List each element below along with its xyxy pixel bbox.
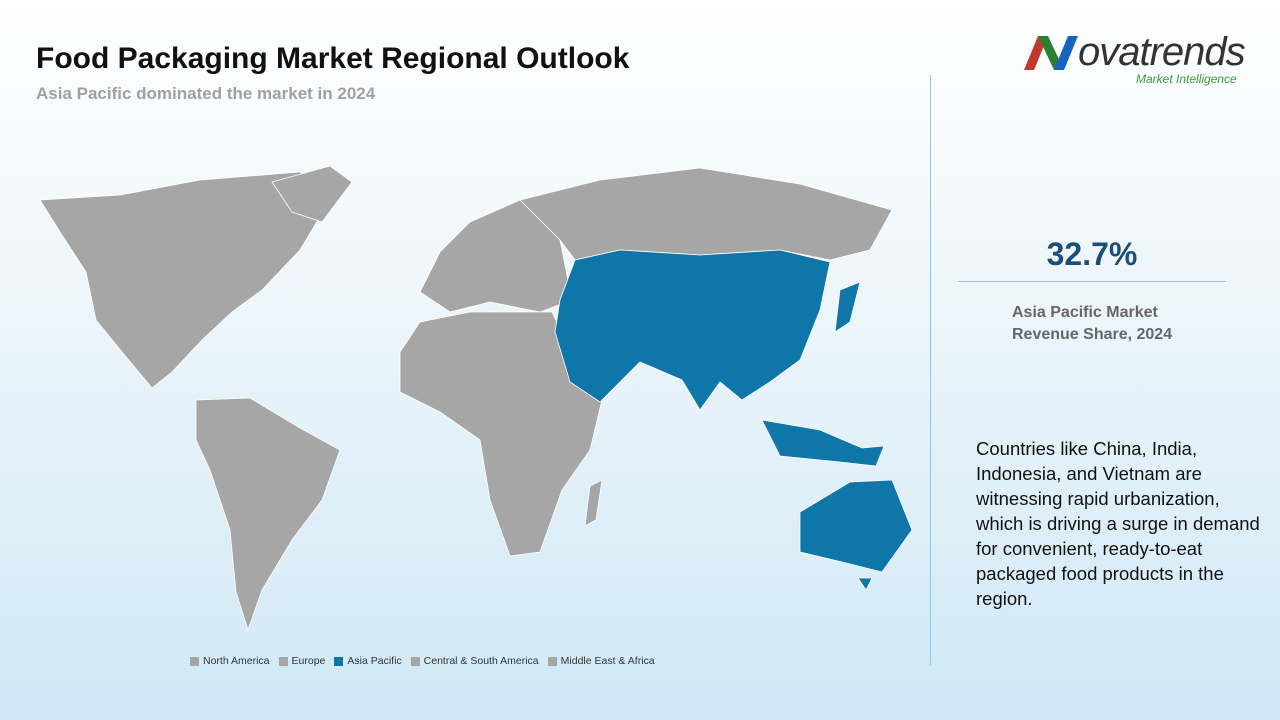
logo: ovatrends Market Intelligence: [1020, 30, 1270, 90]
legend-item: Central & South America: [410, 655, 539, 667]
legend-label: North America: [203, 655, 270, 667]
region-shape: [857, 577, 873, 591]
legend-item: North America: [190, 655, 270, 667]
legend-label: Asia Pacific: [347, 655, 402, 667]
legend-swatch: [334, 656, 344, 666]
logo-mark: [1024, 36, 1078, 70]
world-map: [39, 165, 913, 632]
region-shape: [761, 419, 885, 467]
legend-item: Asia Pacific: [334, 655, 402, 667]
legend-item: Europe: [278, 655, 326, 667]
region-shape: [799, 479, 913, 573]
logo-tagline: Market Intelligence: [1136, 72, 1237, 86]
legend-swatch: [547, 656, 557, 666]
stat-label: Asia Pacific Market Revenue Share, 2024: [1012, 304, 1173, 343]
legend-item: Middle East & Africa: [547, 655, 655, 667]
divider: [930, 75, 931, 665]
legend-label: Central & South America: [423, 655, 539, 667]
region-shape: [834, 281, 861, 333]
divider: [958, 281, 1226, 282]
region-shape: [419, 199, 573, 313]
legend-swatch: [278, 656, 288, 666]
title: Food Packaging Market Regional Outlook: [36, 42, 630, 75]
region-shape: [554, 249, 831, 411]
region-shape: [519, 167, 893, 261]
legend-swatch: [410, 656, 420, 666]
region-shape: [271, 165, 353, 223]
stat-value: 32.7%: [1046, 236, 1138, 272]
legend-label: Middle East & Africa: [560, 655, 655, 667]
region-shape: [584, 479, 603, 527]
region-shape: [39, 171, 331, 389]
region-shape: [195, 397, 341, 632]
legend: North America Europe Asia Pacific Central &…: [190, 655, 655, 667]
legend-swatch: [190, 656, 199, 666]
legend-label: Europe: [291, 655, 326, 667]
subtitle: Asia Pacific dominated the market in 202…: [36, 84, 376, 103]
description: Countries like China, India, Indonesia, …: [976, 438, 1260, 609]
logo-name: ovatrends: [1078, 30, 1246, 74]
